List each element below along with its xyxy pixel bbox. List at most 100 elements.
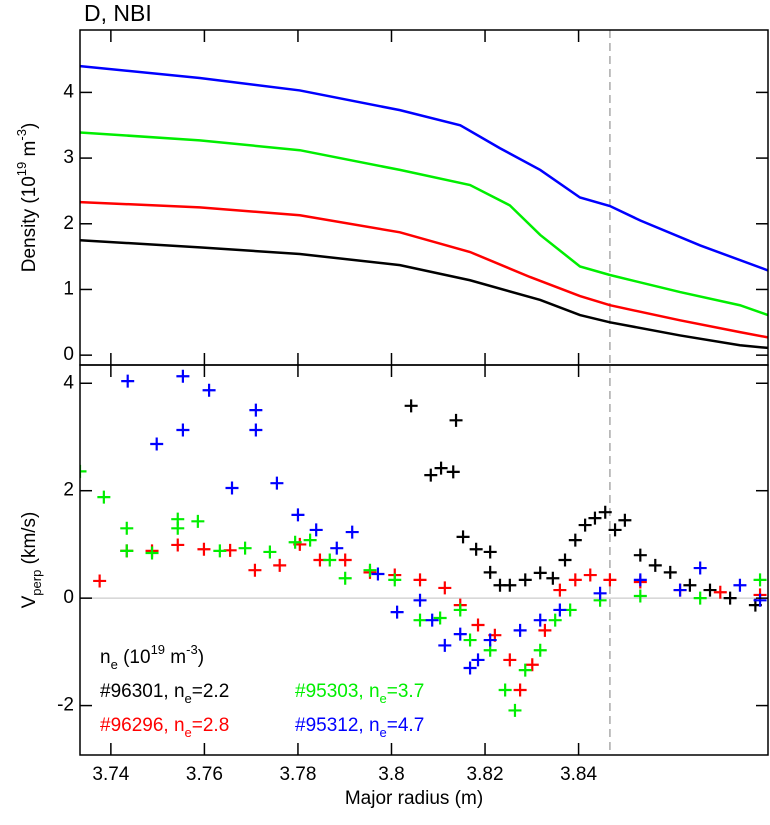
plus-marker: [449, 413, 463, 427]
plus-marker: [648, 558, 662, 572]
x-tick-label: 3.84: [560, 764, 597, 785]
legend-entry-run: #95303, n: [295, 681, 380, 702]
plus-marker: [453, 603, 467, 617]
x-tick-label: 3.74: [92, 764, 129, 785]
plus-marker: [693, 561, 707, 575]
y-axis-label-run: -3: [14, 129, 29, 141]
plus-marker: [503, 653, 517, 667]
y-tick-label: 1: [63, 278, 74, 299]
plus-marker: [518, 663, 532, 677]
legend-title-run: (10: [118, 647, 151, 668]
plus-marker: [248, 563, 262, 577]
plot-area: [80, 369, 767, 717]
plus-marker: [456, 530, 470, 544]
plus-marker: [593, 586, 607, 600]
plus-marker: [446, 465, 460, 479]
plus-marker: [568, 533, 582, 547]
y-tick-label: 4: [63, 372, 74, 393]
plus-marker: [633, 589, 647, 603]
plus-marker: [338, 571, 352, 585]
plus-marker: [225, 481, 239, 495]
legend-title-run: ): [198, 647, 204, 668]
plus-marker: [453, 627, 467, 641]
plus-marker: [438, 638, 452, 652]
plus-marker: [120, 544, 134, 558]
plus-marker: [121, 374, 135, 388]
plus-marker: [723, 591, 737, 605]
legend-entry-run: e: [380, 725, 387, 740]
legend-entry: #95303, ne=3.7: [295, 681, 424, 706]
plus-marker: [309, 523, 323, 537]
plus-marker: [323, 553, 337, 567]
plus-marker: [513, 683, 527, 697]
plus-marker: [171, 521, 185, 535]
plus-marker: [548, 613, 562, 627]
plus-marker: [176, 423, 190, 437]
plus-marker: [693, 591, 707, 605]
plus-marker: [413, 573, 427, 587]
plus-marker: [663, 565, 677, 579]
plus-marker: [733, 578, 747, 592]
legend-entry: #95312, ne=4.7: [295, 715, 424, 740]
x-tick-label: 3.8: [378, 764, 404, 785]
plus-marker: [568, 573, 582, 587]
plus-marker: [463, 661, 477, 675]
plus-marker: [425, 613, 439, 627]
plus-marker: [249, 403, 263, 417]
plus-marker: [438, 581, 452, 595]
legend-entry-run: #95312, n: [295, 715, 380, 736]
plus-marker: [202, 383, 216, 397]
plus-marker: [713, 585, 727, 599]
legend-entry-run: =2.2: [192, 681, 230, 702]
plus-marker: [598, 505, 612, 519]
plus-marker: [703, 583, 717, 597]
chart-title: D, NBI: [84, 0, 152, 26]
plus-marker: [213, 544, 227, 558]
plus-marker: [93, 574, 107, 588]
plus-marker: [191, 514, 205, 528]
x-axis-label: Major radius (m): [345, 788, 483, 809]
plus-marker: [583, 568, 597, 582]
plot-frame: [79, 29, 769, 366]
plus-marker: [238, 541, 252, 555]
plus-marker: [483, 565, 497, 579]
plus-marker: [345, 525, 359, 539]
legend-entry-run: e: [380, 691, 387, 706]
legend-title-run: n: [100, 647, 111, 668]
plus-marker: [388, 573, 402, 587]
y-tick-label: -2: [57, 695, 74, 716]
plus-marker: [390, 605, 404, 619]
plus-marker: [291, 508, 305, 522]
legend-entry: #96301, ne=2.2: [100, 681, 229, 706]
plus-marker: [363, 563, 377, 577]
plus-marker: [533, 613, 547, 627]
plus-marker: [434, 461, 448, 475]
plus-marker: [171, 538, 185, 552]
plus-marker: [469, 542, 483, 556]
plot-area: [80, 64, 768, 350]
legend-entry-run: e: [185, 725, 192, 740]
plus-marker: [558, 553, 572, 567]
plus-marker: [525, 658, 539, 672]
legend-entry-run: e: [185, 691, 192, 706]
plus-marker: [588, 511, 602, 525]
legend-entry-run: #96301, n: [100, 681, 185, 702]
y-axis-label: Vperp (km/s): [19, 512, 44, 609]
y-tick-label: 4: [63, 81, 74, 102]
plus-marker: [498, 683, 512, 697]
legend-title: ne (1019 m-3): [100, 642, 204, 672]
plus-marker: [533, 643, 547, 657]
y-tick-label: 0: [63, 587, 74, 608]
legend-title-run: e: [111, 657, 118, 672]
y-axis-label-run: 19: [14, 162, 29, 176]
y-axis-label-run: Density (10: [19, 176, 40, 272]
plus-marker: [273, 558, 287, 572]
plus-marker: [553, 603, 567, 617]
x-tick-label: 3.82: [467, 764, 504, 785]
density-line: [80, 200, 768, 339]
plus-marker: [145, 546, 159, 560]
plus-marker: [413, 593, 427, 607]
plus-marker: [513, 623, 527, 637]
plus-marker: [618, 513, 632, 527]
